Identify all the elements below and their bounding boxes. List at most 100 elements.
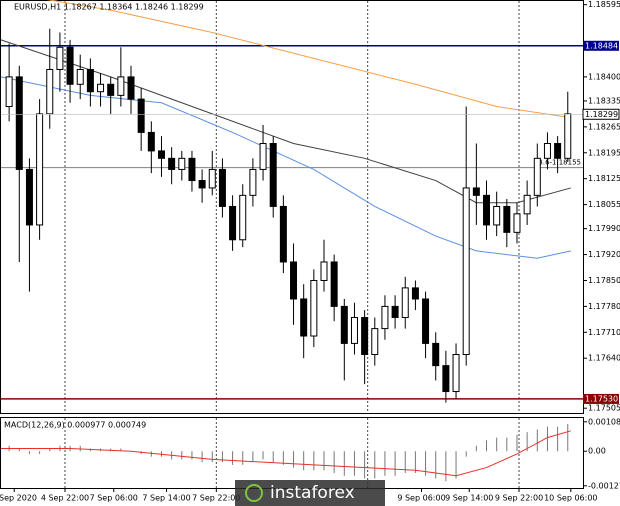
candle-body (472, 187, 480, 196)
candle-body (310, 279, 318, 337)
candle-body (350, 316, 358, 344)
candle-body (97, 83, 105, 93)
x-tick-label: 7 Sep 14:00 (142, 494, 190, 503)
candle-body (432, 342, 440, 367)
candle-body (127, 76, 135, 100)
candle-body (503, 205, 511, 233)
level-label: 1.18484 (585, 41, 618, 50)
candle-body (178, 157, 186, 170)
y-tick-label: 1.18125 (588, 174, 620, 183)
candle-body (361, 316, 369, 356)
candle-body (147, 131, 155, 152)
y-tick-label: 1.18335 (588, 96, 620, 105)
candle-body (229, 205, 237, 241)
candle-body (401, 287, 409, 318)
y-tick-label: 1.17640 (588, 354, 620, 363)
watermark-box (235, 480, 385, 506)
y-tick-label: 1.17990 (588, 224, 620, 233)
y-tick-label: 1.18595 (588, 0, 620, 9)
candle-body (198, 180, 206, 189)
y-tick-label: 1.17920 (588, 250, 620, 259)
candle-body (442, 365, 450, 393)
y-tick-label: 1.17505 (588, 404, 620, 413)
macd-signal (1, 430, 571, 477)
main-panel (0, 0, 584, 414)
candle-body (218, 168, 226, 207)
candle-body (36, 113, 44, 226)
candle-body (381, 305, 389, 330)
x-tick-label: 4 Sep 22:00 (41, 494, 89, 503)
candle-body (279, 205, 287, 263)
x-tick-label: 9 Sep 06:00 (397, 494, 445, 503)
y-tick-label: 1.18265 (588, 122, 620, 131)
level-tag (583, 40, 619, 51)
candle-body (117, 76, 125, 96)
candle-body (564, 113, 572, 159)
candle-body (15, 76, 23, 170)
candle-body (320, 261, 328, 281)
candle-body (107, 83, 115, 96)
candle-body (330, 261, 338, 307)
y-tick-label: 1.18055 (588, 200, 620, 209)
macd-y-tick-label: -0.00127 (588, 481, 620, 490)
candle-body (208, 168, 216, 189)
candle-body (340, 305, 348, 344)
candle-body (411, 287, 419, 300)
chart-title: EURUSD,H1 1.18267 1.18364 1.18246 1.1829… (14, 3, 204, 12)
candle-body (391, 305, 399, 318)
candle-body (259, 143, 267, 170)
candle-body (452, 354, 460, 393)
candle-body (66, 46, 74, 85)
y-tick-label: 1.17780 (588, 302, 620, 311)
candle-body (554, 143, 562, 159)
x-tick-label: 10 Sep 06:00 (544, 494, 597, 503)
level-label: 1.17530 (585, 394, 618, 403)
candle-body (188, 157, 196, 182)
macd-title: MACD(12,26,9) 0.000977 0.000749 (4, 421, 146, 430)
candle-body (422, 298, 430, 344)
candle-body (269, 143, 277, 207)
candle-body (168, 157, 176, 170)
candle-body (249, 168, 257, 196)
candle-body (543, 143, 551, 159)
candle-body (5, 76, 13, 107)
y-tick-label: 1.18195 (588, 148, 620, 157)
x-tick-label: 7 Sep 06:00 (90, 494, 138, 503)
moving-average (0, 39, 571, 204)
bid-tag (582, 108, 620, 120)
moving-average (46, 0, 571, 119)
candle-body (76, 68, 84, 85)
macd-y-tick-label: 0.00108 (588, 417, 620, 426)
y-tick-label: 1.17850 (588, 276, 620, 285)
candle-body (86, 68, 94, 93)
candle-body (239, 194, 247, 241)
watermark: instaforex (235, 480, 385, 506)
candle-body (25, 168, 33, 226)
candle-body (300, 298, 308, 337)
candle-body (523, 194, 531, 215)
level-tag (583, 393, 619, 404)
candle-body (371, 328, 379, 356)
moving-average (0, 76, 571, 259)
candle-body (137, 98, 145, 133)
y-tick-label: 1.17710 (588, 328, 620, 337)
x-tick-label: 4 Sep 2020 (0, 494, 37, 503)
candle-body (513, 213, 521, 233)
candle-body (157, 150, 165, 159)
candle-body (46, 68, 54, 115)
y-tick-label: 1.18400 (588, 72, 620, 81)
macd-y-tick-label: 0.00 (588, 447, 606, 456)
candle-body (462, 187, 470, 356)
candle-body (56, 46, 64, 70)
x-tick-label: 9 Sep 14:00 (445, 494, 493, 503)
candle-body (290, 261, 298, 300)
candle-body (533, 157, 541, 196)
x-tick-label: 7 Sep 22:00 (192, 494, 240, 503)
watermark-logo (245, 484, 263, 502)
candle-body (483, 194, 491, 226)
watermark-text: instaforex (270, 483, 355, 503)
bid-label: 1.18299 (585, 110, 618, 119)
x-tick-label: 9 Sep 22:00 (495, 494, 543, 503)
